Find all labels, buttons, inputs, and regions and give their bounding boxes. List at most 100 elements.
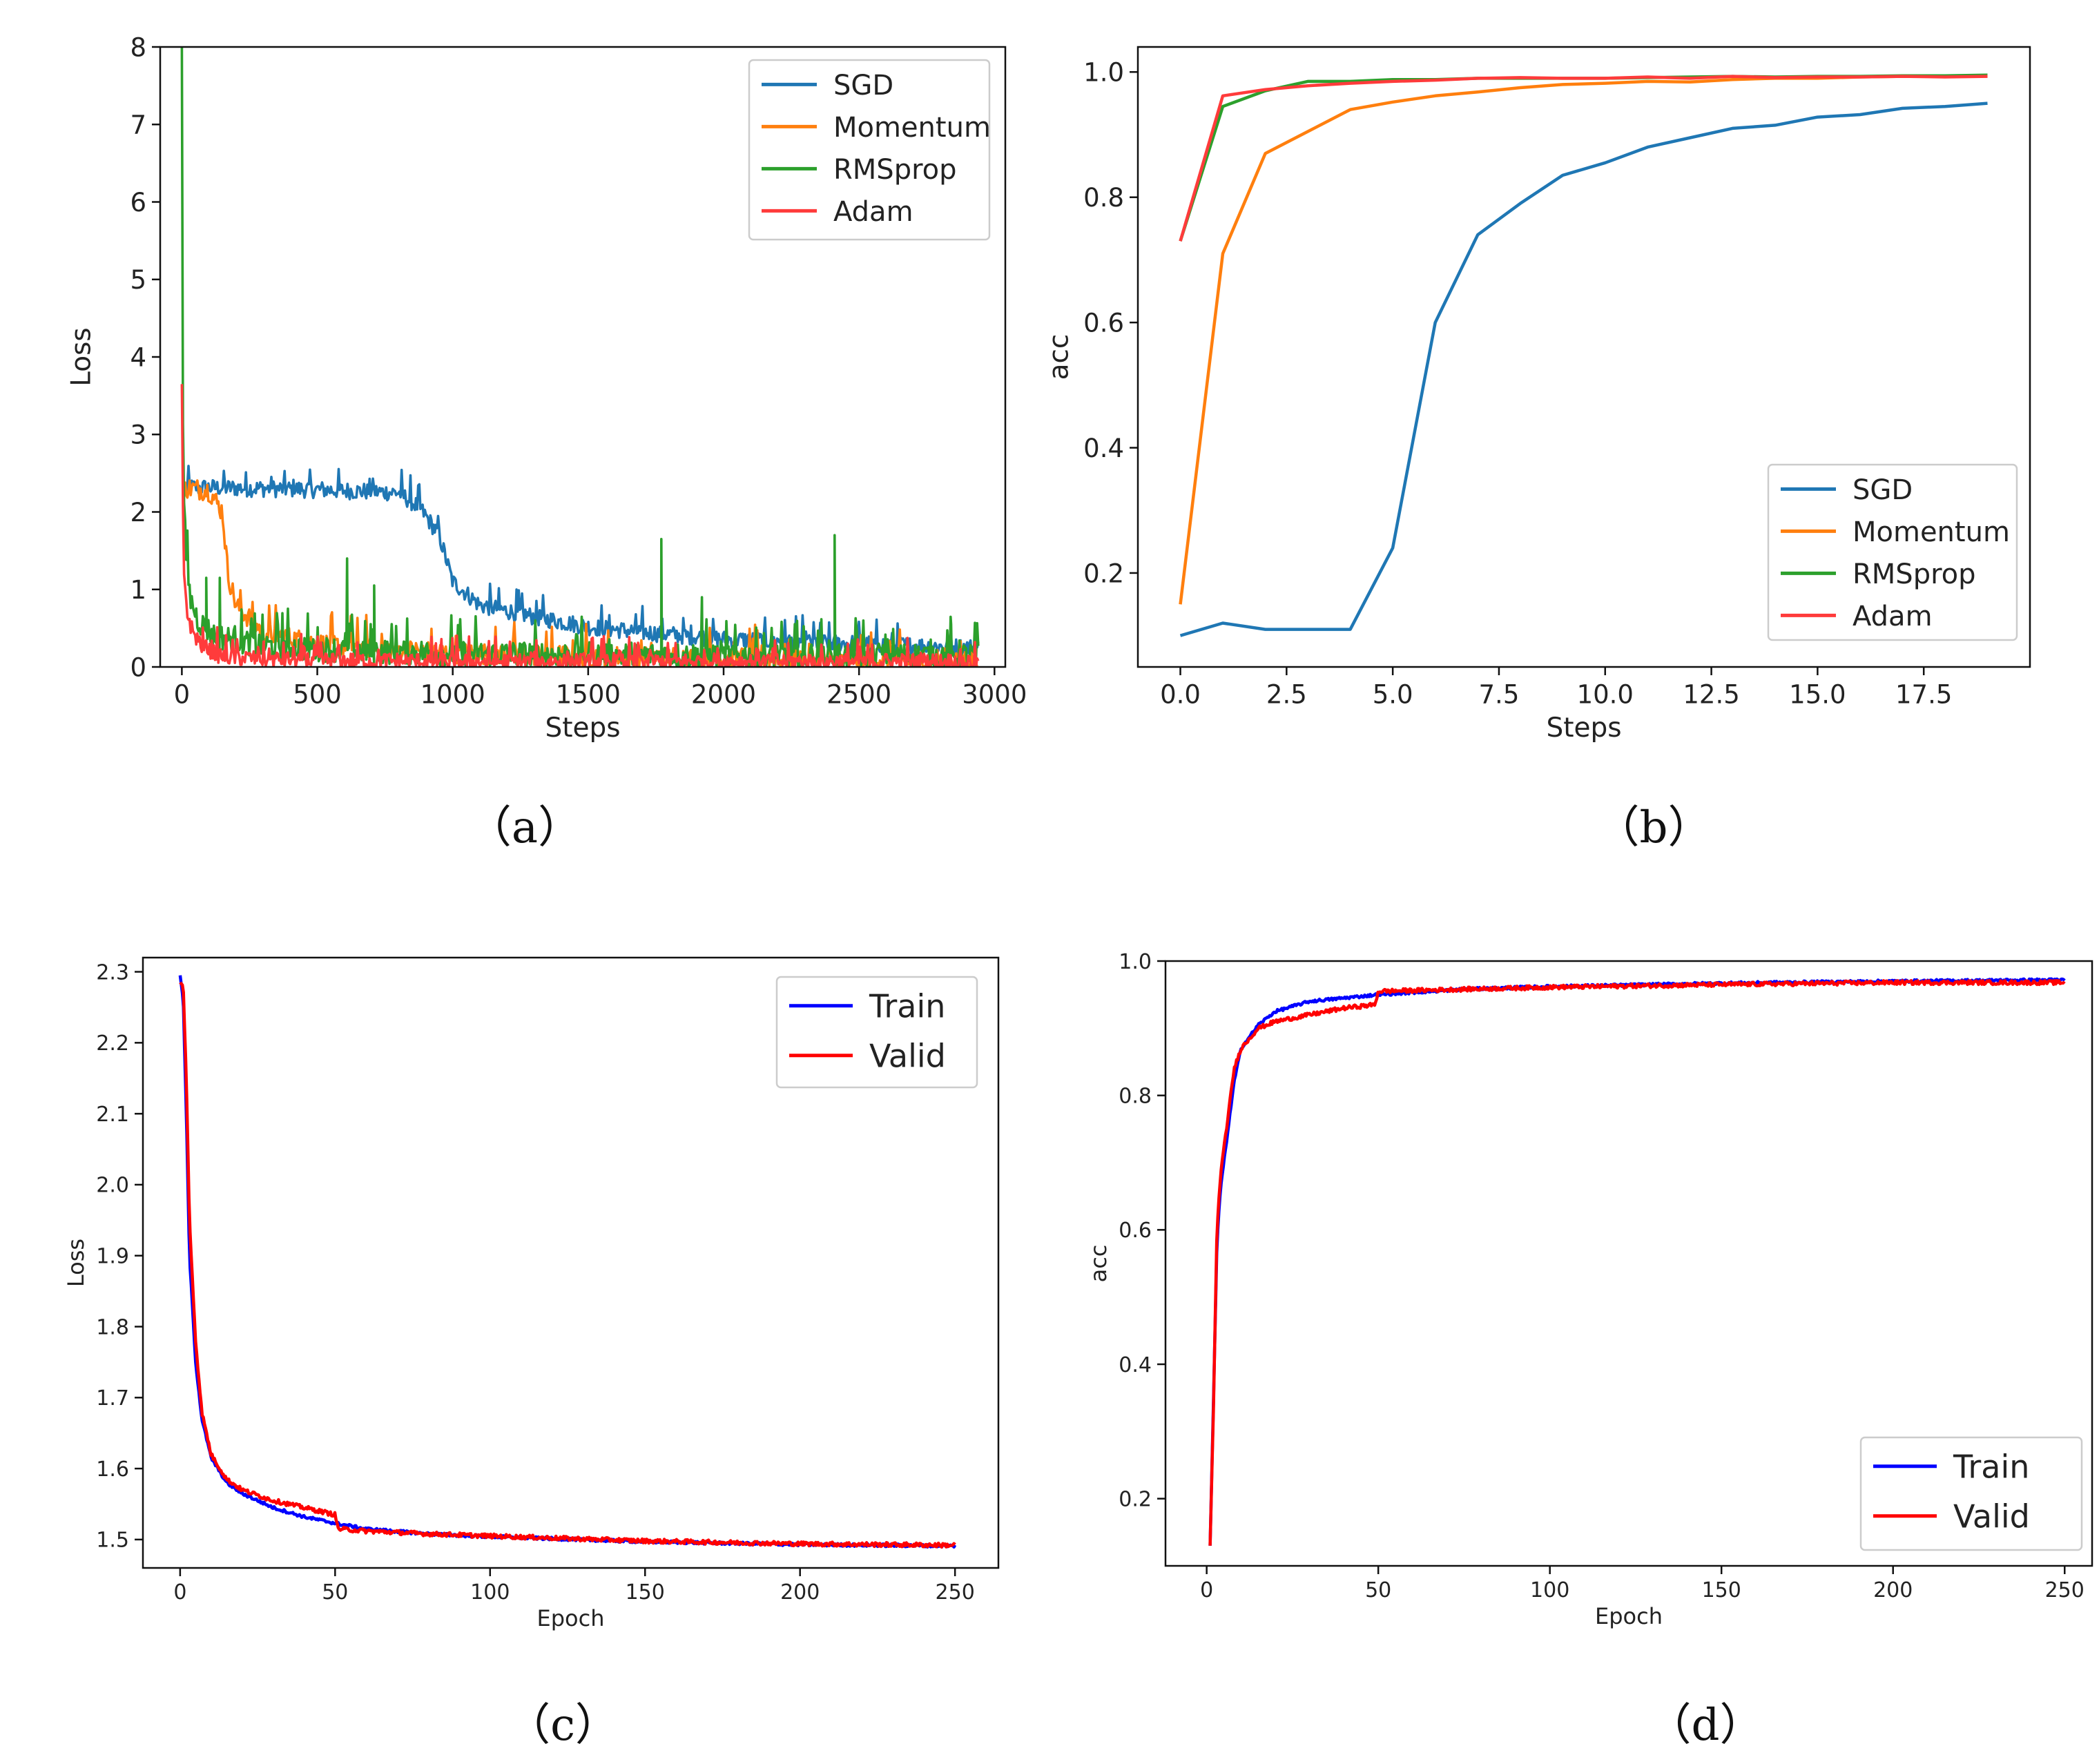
legend-label-rmsprop: RMSprop: [1853, 559, 1976, 590]
x-tick-label: 250: [2045, 1578, 2085, 1602]
legend-box: [1767, 463, 2018, 641]
x-tick-label: 2.5: [1266, 680, 1307, 710]
x-tick-label: 0: [174, 680, 191, 710]
y-tick-label: 0.4: [1119, 1353, 1152, 1377]
x-tick-label: 15.0: [1789, 680, 1846, 710]
plot-area: [1179, 73, 1988, 637]
x-axis-label: Epoch: [1595, 1603, 1663, 1629]
legend: Train Valid: [775, 976, 978, 1089]
y-axis-label: acc: [1085, 1245, 1112, 1283]
legend-label-valid: Valid: [1953, 1498, 2030, 1535]
y-tick-label: 1: [130, 575, 146, 605]
series-line-valid: [179, 981, 956, 1549]
y-tick-label: 0.6: [1119, 1219, 1152, 1243]
y-axis-label: acc: [1044, 334, 1075, 380]
y-tick-label: 1.5: [96, 1529, 129, 1553]
plot-area: [1208, 977, 2066, 1546]
y-tick-label: 6: [130, 188, 146, 217]
y-tick-label: 0.2: [1083, 559, 1124, 588]
y-tick-label: 1.9: [96, 1245, 129, 1269]
y-axis-label: Loss: [63, 1239, 89, 1287]
x-tick-label: 150: [1702, 1578, 1741, 1602]
x-tick-label: 2000: [691, 680, 756, 710]
legend: SGD Momentum RMSprop Adam: [1767, 463, 2018, 641]
x-tick-label: 50: [1365, 1578, 1391, 1602]
y-tick-label: 0.6: [1083, 308, 1124, 338]
y-tick-label: 0.8: [1083, 183, 1124, 213]
y-tick-label: 0.4: [1083, 434, 1124, 463]
y-tick-label: 1.8: [96, 1315, 129, 1339]
series-line-sgd: [182, 465, 980, 657]
x-axis-label: Steps: [1546, 713, 1621, 744]
series-line-adam: [1179, 75, 1988, 242]
panel-c: 0 50 100 150 200 250 1.5 1.6 1.7 1.8 1.9 2.0 2.1 2.2 2…: [63, 956, 1000, 1631]
x-tick-label: 100: [470, 1580, 510, 1605]
axes-frame: [1136, 46, 2031, 668]
x-tick-label: 200: [1873, 1578, 1913, 1602]
legend-label-valid: Valid: [869, 1037, 946, 1074]
y-tick-label: 5: [130, 265, 146, 295]
caption-a: （a）: [467, 802, 582, 853]
series-line-valid: [1208, 979, 2066, 1546]
x-axis-label: Steps: [545, 713, 620, 744]
panel-d: 0 50 100 150 200 250 0.2 0.4 0.6 0.8 1.0 Epoch acc Tr…: [1085, 950, 2093, 1629]
y-tick-label: 0.8: [1119, 1084, 1152, 1108]
x-tick-label: 1000: [420, 680, 485, 710]
axes-frame: [1164, 960, 2093, 1567]
y-tick-label: 1.0: [1119, 950, 1152, 974]
plot-area: [178, 975, 957, 1549]
panel-a: 0 500 1000 1500 2000 2500 3000 0 1 2 3 4 5 6 7 8 Steps Lo…: [66, 32, 1027, 743]
legend-box: [748, 59, 991, 241]
caption-c: （c）: [506, 1700, 619, 1751]
legend-label-train: Train: [869, 987, 945, 1025]
legend-label-momentum: Momentum: [833, 112, 991, 144]
x-axis-label: Epoch: [537, 1605, 605, 1631]
legend-label-rmsprop: RMSprop: [833, 154, 957, 186]
y-axis-label: Loss: [66, 327, 97, 387]
y-tick-label: 1.6: [96, 1457, 129, 1482]
y-tick-label: 0.2: [1119, 1487, 1152, 1511]
x-tick-label: 1500: [556, 680, 621, 710]
x-tick-label: 3000: [962, 680, 1027, 710]
series-line-sgd: [1179, 101, 1988, 637]
y-tick-label: 1.7: [96, 1386, 129, 1411]
axes-frame: [142, 956, 1000, 1569]
x-tick-label: 17.5: [1895, 680, 1952, 710]
x-tick-label: 2500: [826, 680, 891, 710]
legend-label-train: Train: [1953, 1448, 2029, 1485]
x-tick-label: 0.0: [1160, 680, 1201, 710]
y-tick-label: 7: [130, 110, 146, 140]
panel-b: 0.0 2.5 5.0 7.5 10.0 12.5 15.0 17.5 0.2 0.4 0.6 0.8…: [1044, 46, 2031, 744]
y-tick-label: 1.0: [1083, 58, 1124, 88]
legend-label-adam: Adam: [1853, 601, 1933, 632]
caption-d: （d）: [1647, 1700, 1764, 1751]
legend: Train Valid: [1859, 1436, 2083, 1551]
y-tick-label: 4: [130, 342, 146, 372]
x-tick-label: 500: [293, 680, 342, 710]
series-line-rmsprop: [1179, 73, 1988, 242]
x-tick-label: 5.0: [1373, 680, 1413, 710]
x-tick-label: 0: [173, 1580, 186, 1605]
legend-label-momentum: Momentum: [1853, 516, 2010, 548]
x-tick-label: 0: [1200, 1578, 1213, 1602]
y-tick-label: 2.0: [96, 1174, 129, 1198]
y-tick-label: 2.1: [96, 1103, 129, 1127]
legend-label-sgd: SGD: [1853, 474, 1913, 506]
series-line-adam: [180, 384, 980, 667]
y-tick-label: 2.2: [96, 1031, 129, 1056]
x-tick-label: 7.5: [1479, 680, 1520, 710]
legend-label-adam: Adam: [833, 196, 913, 228]
caption-b: （b）: [1596, 802, 1712, 853]
x-tick-label: 100: [1530, 1578, 1569, 1602]
x-tick-label: 50: [322, 1580, 348, 1605]
x-tick-label: 12.5: [1683, 680, 1739, 710]
x-tick-label: 10.0: [1577, 680, 1634, 710]
legend: SGD Momentum RMSprop Adam: [748, 59, 991, 241]
y-tick-label: 2.3: [96, 960, 129, 985]
x-tick-label: 200: [780, 1580, 820, 1605]
y-tick-label: 8: [130, 32, 146, 62]
y-tick-label: 3: [130, 420, 146, 450]
plot-area: [180, 47, 980, 667]
x-tick-label: 150: [626, 1580, 665, 1605]
